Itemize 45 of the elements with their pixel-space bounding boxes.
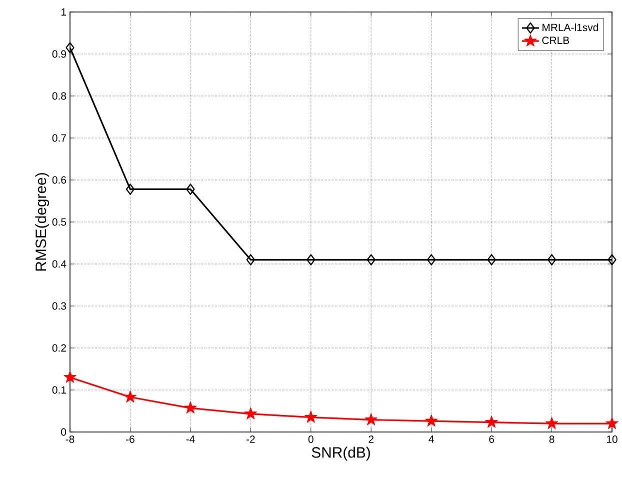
x-axis-title: SNR(dB) — [312, 446, 370, 461]
point — [364, 413, 378, 426]
x-tick-label: -2 — [246, 436, 255, 443]
point — [126, 184, 135, 195]
point — [66, 42, 74, 54]
x-tick-label: 8 — [549, 436, 554, 443]
y-tick-label: 0.1 — [52, 386, 66, 394]
point — [124, 390, 137, 403]
y-tick-label: 0.8 — [52, 92, 66, 100]
y-tick-label: 0 — [61, 428, 66, 436]
y-tick-label: 0.5 — [52, 218, 66, 226]
y-tick-label: 0.6 — [52, 176, 66, 184]
point — [244, 407, 258, 420]
point — [485, 416, 498, 428]
point — [424, 414, 438, 427]
y-tick-label: 0.3 — [52, 302, 66, 310]
y-tick-label: 0.2 — [52, 344, 66, 352]
point — [426, 254, 436, 266]
x-tick-label: -4 — [186, 436, 195, 443]
legend-label: CRLB — [542, 36, 570, 44]
point — [608, 254, 616, 266]
legend-label: MRLA-l1svd — [542, 23, 598, 32]
y-axis-title: RMSE(degree) — [35, 173, 50, 271]
x-tick-label: -6 — [126, 436, 134, 443]
point — [606, 416, 618, 430]
point — [304, 410, 318, 423]
y-tick-label: 0.7 — [52, 134, 66, 142]
x-tick-label: 4 — [428, 436, 434, 443]
x-tick-label: 6 — [489, 436, 494, 443]
y-tick-label: 0.9 — [52, 50, 66, 58]
y-tick-label: 1 — [61, 8, 66, 16]
point — [487, 254, 496, 266]
x-tick-label: 0 — [308, 436, 314, 443]
x-tick-label: 2 — [368, 436, 374, 443]
point — [306, 254, 316, 266]
point — [186, 184, 195, 195]
x-tick-label: 10 — [606, 436, 618, 443]
point — [246, 254, 256, 266]
point — [545, 416, 558, 430]
y-tick-label: 0.4 — [52, 260, 66, 268]
point — [64, 370, 76, 383]
point — [184, 401, 197, 414]
x-tick-label: -8 — [66, 436, 74, 443]
point — [547, 254, 556, 266]
point — [366, 254, 376, 266]
